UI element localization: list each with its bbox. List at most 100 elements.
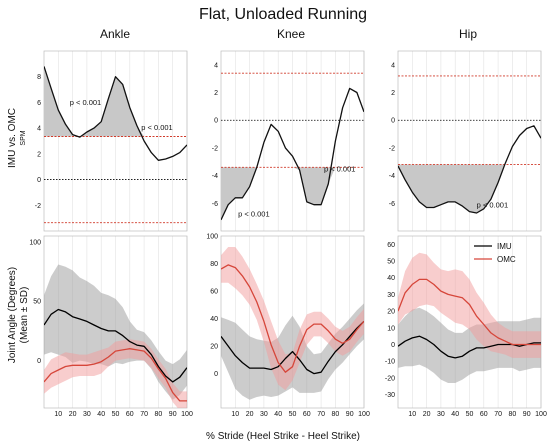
hip-angle-omc-mean-line — [398, 278, 541, 346]
knee-angle-y-tick-label: 100 — [206, 234, 218, 241]
knee-spm-p-value-annotation: p < 0.001 — [238, 210, 270, 219]
ankle-spm-frame — [43, 50, 188, 232]
ankle-angle-x-tick-label: 90 — [169, 411, 177, 418]
hip-angle-x-tick-label: 80 — [509, 411, 517, 418]
angle-ylabel: Joint Angle (Degrees) — [7, 267, 18, 363]
ankle-spm-y-tick-label: 8 — [37, 74, 41, 81]
hip-angle-panel: 10 20 30 40 50 60 70 80 90 100 -30 -20 -10 0 10 20 30 40 5… — [385, 235, 547, 418]
hip-spm-spm-curve — [398, 125, 541, 214]
knee-spm-spm-curve — [221, 87, 364, 221]
ankle-angle-imu-mean-line — [44, 308, 187, 383]
spm-ylabel: IMU vs. OMC — [7, 108, 18, 168]
ankle-column-title: Ankle — [100, 27, 130, 41]
hip-column-title: Hip — [459, 27, 477, 41]
hip-angle-x-tick-label: 50 — [466, 411, 474, 418]
ankle-angle-x-tick-label: 50 — [112, 411, 120, 418]
knee-angle-y-tick-label: 0 — [214, 371, 218, 378]
ankle-spm-spm-curve — [44, 66, 187, 161]
knee-spm-p-value-annotation: p < 0.001 — [324, 165, 356, 174]
ankle-angle-x-tick-label: 20 — [69, 411, 77, 418]
knee-angle-x-tick-label: 80 — [332, 411, 340, 418]
hip-angle-y-tick-label: 0 — [391, 342, 395, 349]
knee-angle-x-tick-label: 60 — [303, 411, 311, 418]
ankle-angle-x-tick-label: 30 — [83, 411, 91, 418]
ankle-angle-x-tick-label: 100 — [181, 411, 193, 418]
hip-spm-cluster-negative — [398, 164, 541, 213]
hip-angle-x-tick-label: 10 — [408, 411, 416, 418]
hip-angle-y-tick-label: 20 — [387, 309, 395, 316]
knee-angle-x-tick-label: 30 — [260, 411, 268, 418]
knee-spm-y-tick-label: 4 — [214, 62, 218, 69]
hip-spm-y-tick-label: -4 — [389, 173, 395, 180]
hip-spm-y-tick-label: 4 — [391, 62, 395, 69]
spm-ylabel-sub: SPM — [20, 130, 27, 145]
hip-spm-y-tick-label: -2 — [389, 145, 395, 152]
ankle-angle-x-tick-label: 60 — [126, 411, 134, 418]
legend-imu-label: IMU — [497, 242, 512, 251]
hip-angle-y-tick-label: 50 — [387, 259, 395, 266]
knee-angle-y-tick-label: 20 — [210, 344, 218, 351]
x-axis-label: % Stride (Heel Strike - Heel Strike) — [206, 431, 360, 442]
ankle-angle-y-tick-label: 100 — [29, 239, 41, 246]
hip-angle-y-tick-label: -20 — [385, 375, 395, 382]
knee-angle-y-tick-label: 80 — [210, 261, 218, 268]
hip-angle-x-tick-label: 40 — [451, 411, 459, 418]
ankle-spm-y-tick-label: 2 — [37, 151, 41, 158]
knee-spm-frame — [220, 50, 365, 232]
knee-angle-x-tick-label: 50 — [289, 411, 297, 418]
hip-angle-y-tick-label: 40 — [387, 275, 395, 282]
ankle-spm-p-value-annotation: p < 0.001 — [141, 123, 173, 132]
hip-angle-y-tick-label: -30 — [385, 392, 395, 399]
ankle-spm-y-tick-label: 0 — [37, 177, 41, 184]
hip-angle-x-tick-label: 60 — [480, 411, 488, 418]
hip-angle-y-tick-label: 30 — [387, 292, 395, 299]
knee-angle-x-tick-label: 10 — [231, 411, 239, 418]
knee-angle-x-tick-label: 100 — [358, 411, 370, 418]
knee-angle-x-tick-label: 40 — [274, 411, 282, 418]
ankle-angle-panel: 10 20 30 40 50 60 70 80 90 100 0 50 100 — [29, 235, 193, 418]
ankle-angle-y-tick-label: 50 — [33, 299, 41, 306]
knee-angle-imu-mean-line — [221, 320, 364, 375]
knee-angle-x-tick-label: 70 — [317, 411, 325, 418]
ankle-angle-x-tick-label: 40 — [97, 411, 105, 418]
ankle-spm-p-value-annotation: p < 0.001 — [70, 98, 102, 107]
hip-angle-y-tick-label: -10 — [385, 359, 395, 366]
hip-angle-imu-sd-band — [398, 307, 541, 383]
hip-angle-x-tick-label: 90 — [523, 411, 531, 418]
ankle-angle-x-tick-label: 80 — [155, 411, 163, 418]
hip-angle-imu-mean-line — [398, 335, 541, 359]
legend: IMU OMC — [474, 242, 516, 264]
knee-spm-y-tick-label: -4 — [212, 173, 218, 180]
ankle-angle-y-tick-label: 0 — [37, 358, 41, 365]
knee-spm-y-tick-label: 0 — [214, 118, 218, 125]
hip-angle-x-tick-label: 70 — [494, 411, 502, 418]
knee-angle-omc-sd-band — [221, 247, 364, 391]
ankle-angle-x-tick-label: 70 — [140, 411, 148, 418]
ankle-spm-y-tick-label: 6 — [37, 100, 41, 107]
knee-column-title: Knee — [277, 27, 305, 41]
hip-angle-x-tick-label: 20 — [423, 411, 431, 418]
ankle-angle-omc-sd-band — [44, 339, 187, 408]
ankle-spm-cluster-positive — [44, 66, 187, 137]
knee-spm-y-tick-label: -2 — [212, 145, 218, 152]
knee-spm-y-tick-label: 2 — [214, 90, 218, 97]
knee-angle-panel: 10 20 30 40 50 60 70 80 90 100 0 20 40 60 80 100 — [206, 234, 370, 419]
hip-spm-y-tick-label: -6 — [389, 201, 395, 208]
hip-spm-panel: p < 0.001 -6 -4 -2 0 2 4 — [389, 50, 542, 232]
knee-angle-y-tick-label: 40 — [210, 316, 218, 323]
hip-spm-y-tick-label: 0 — [391, 118, 395, 125]
knee-angle-x-tick-label: 90 — [346, 411, 354, 418]
ankle-spm-y-tick-label: 4 — [37, 126, 41, 133]
angle-ylabel-sub: (Mean ± SD) — [19, 287, 30, 344]
hip-angle-x-tick-label: 30 — [437, 411, 445, 418]
knee-angle-x-tick-label: 20 — [246, 411, 254, 418]
hip-spm-p-value-annotation: p < 0.001 — [477, 201, 509, 210]
ankle-angle-x-tick-label: 10 — [54, 411, 62, 418]
ankle-spm-panel: p < 0.001 p < 0.001 -2 0 2 4 6 8 — [35, 50, 188, 232]
ankle-spm-y-tick-label: -2 — [35, 203, 41, 210]
knee-spm-panel: p < 0.001 p < 0.001 -6 -4 -2 0 2 4 — [212, 50, 365, 232]
knee-spm-y-tick-label: -6 — [212, 201, 218, 208]
legend-omc-label: OMC — [497, 255, 516, 264]
